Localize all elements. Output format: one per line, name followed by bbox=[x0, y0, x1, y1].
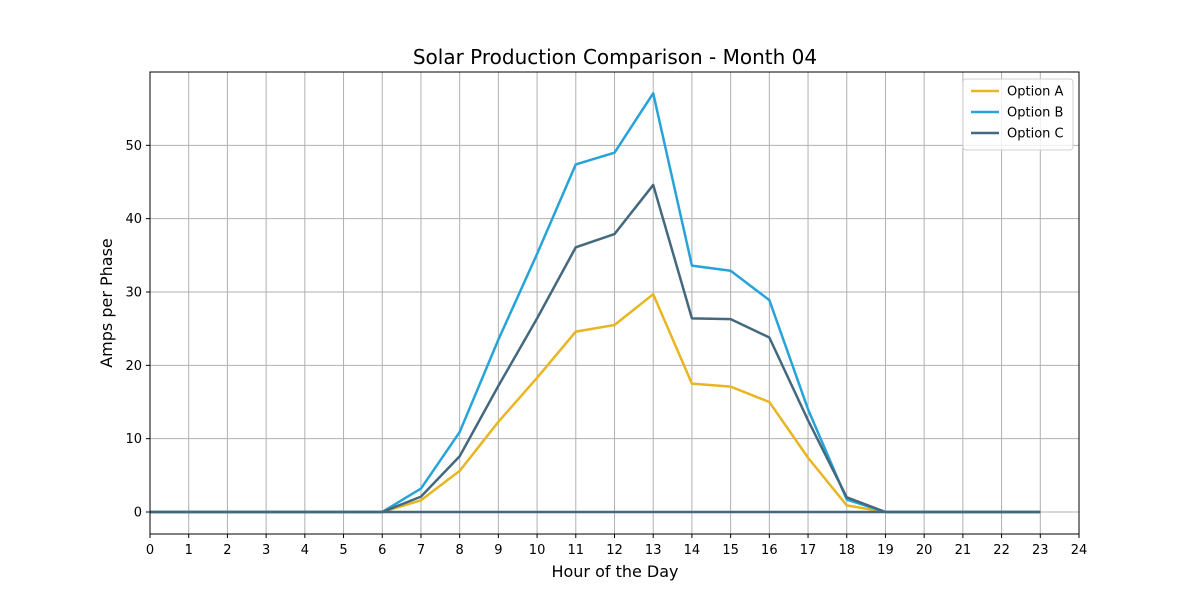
x-axis-ticks: 0 1 2 3 4 5 6 7 8 9 10 11 12 13 14 15 16 17 18 19 20 21 22 23 24 bbox=[146, 534, 1087, 558]
y-tick-label: 50 bbox=[125, 139, 142, 154]
legend-label: Option B bbox=[1007, 106, 1063, 121]
x-tick-label: 15 bbox=[722, 543, 739, 558]
y-tick-label: 20 bbox=[125, 359, 142, 374]
x-tick-label: 5 bbox=[339, 543, 347, 558]
series-line-option-b bbox=[150, 92, 1041, 514]
x-tick-label: 12 bbox=[606, 543, 623, 558]
x-tick-label: 3 bbox=[262, 543, 270, 558]
series-line-option-c bbox=[150, 183, 1041, 514]
x-tick-label: 13 bbox=[645, 543, 662, 558]
grid bbox=[149, 72, 1080, 534]
x-tick-label: 20 bbox=[916, 543, 933, 558]
x-tick-label: 8 bbox=[456, 543, 464, 558]
y-tick-label: 40 bbox=[125, 212, 142, 227]
y-axis-label: Amps per Phase bbox=[97, 238, 116, 368]
x-tick-label: 23 bbox=[1032, 543, 1049, 558]
x-tick-label: 0 bbox=[146, 543, 154, 558]
x-tick-label: 9 bbox=[494, 543, 502, 558]
x-tick-label: 22 bbox=[993, 543, 1010, 558]
legend-label: Option C bbox=[1007, 127, 1064, 142]
x-tick-label: 18 bbox=[838, 543, 855, 558]
x-tick-label: 1 bbox=[185, 543, 193, 558]
x-tick-label: 7 bbox=[417, 543, 425, 558]
x-tick-label: 10 bbox=[529, 543, 546, 558]
chart-title: Solar Production Comparison - Month 04 bbox=[413, 45, 817, 69]
x-tick-label: 21 bbox=[955, 543, 972, 558]
y-tick-label: 0 bbox=[134, 506, 142, 521]
x-tick-label: 2 bbox=[223, 543, 231, 558]
series-lines bbox=[150, 92, 1041, 514]
legend: Option A Option B Option C bbox=[962, 78, 1074, 151]
x-tick-label: 24 bbox=[1071, 543, 1088, 558]
y-axis-ticks: 0 10 20 30 40 50 bbox=[125, 139, 150, 521]
x-tick-label: 11 bbox=[568, 543, 585, 558]
legend-label: Option A bbox=[1007, 85, 1064, 100]
x-tick-label: 17 bbox=[800, 543, 817, 558]
x-axis-label: Hour of the Day bbox=[551, 562, 678, 581]
x-tick-label: 14 bbox=[684, 543, 701, 558]
series-line-option-a bbox=[150, 292, 1041, 514]
x-tick-label: 19 bbox=[877, 543, 894, 558]
x-tick-label: 16 bbox=[761, 543, 778, 558]
x-tick-label: 6 bbox=[378, 543, 386, 558]
y-tick-label: 10 bbox=[125, 432, 142, 447]
x-tick-label: 4 bbox=[301, 543, 309, 558]
y-tick-label: 30 bbox=[125, 286, 142, 301]
